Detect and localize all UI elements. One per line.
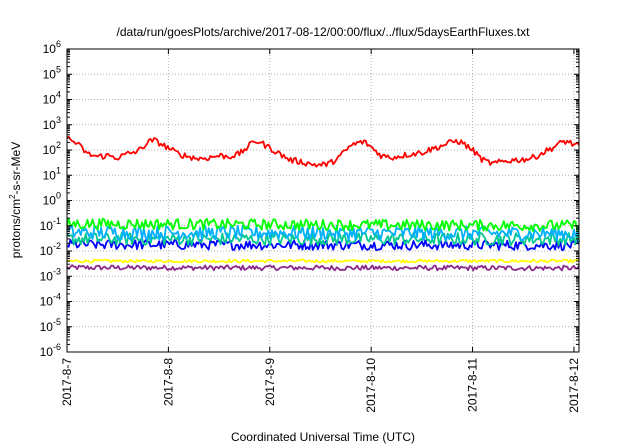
x-tick-label: 2017-8-12 (567, 358, 581, 413)
y-tick-base: 10 (40, 320, 54, 334)
y-tick-label: 10-6 (40, 342, 61, 359)
x-tick-label: 2017-8-7 (60, 358, 74, 406)
y-tick-label: 10-5 (40, 317, 61, 334)
y-tick-label: 10-3 (40, 266, 61, 283)
series-line (66, 238, 580, 252)
series-line (66, 217, 580, 233)
y-tick-exponent: 1 (56, 165, 61, 175)
y-tick-base: 10 (43, 93, 57, 107)
y-tick-base: 10 (40, 244, 54, 258)
y-axis-ticks: 10-610-510-410-310-210-11001011021031041… (40, 39, 579, 359)
y-tick-exponent: -5 (53, 317, 61, 327)
y-tick-label: 104 (43, 90, 61, 107)
y-tick-exponent: -3 (53, 266, 61, 276)
y-tick-label: 105 (43, 64, 61, 81)
data-series (66, 135, 580, 272)
y-tick-base: 10 (43, 42, 57, 56)
y-tick-base: 10 (40, 219, 54, 233)
x-tick-label: 2017-8-8 (161, 358, 175, 406)
y-tick-label: 10-4 (40, 292, 61, 309)
y-tick-base: 10 (40, 269, 54, 283)
y-tick-label: 101 (43, 165, 61, 182)
y-tick-exponent: -2 (53, 241, 61, 251)
y-tick-base: 10 (40, 295, 54, 309)
y-tick-label: 10-2 (40, 241, 61, 258)
y-tick-exponent: -1 (53, 216, 61, 226)
y-tick-base: 10 (43, 118, 57, 132)
y-tick-base: 10 (43, 67, 57, 81)
x-tick-label: 2017-8-10 (364, 358, 378, 413)
x-axis-label: Coordinated Universal Time (UTC) (231, 430, 415, 444)
y-tick-base: 10 (43, 194, 57, 208)
x-tick-label: 2017-8-11 (466, 358, 480, 412)
y-tick-exponent: -6 (53, 342, 61, 352)
y-axis-label: protons/cm2-s-sr-MeV (8, 142, 23, 258)
y-tick-exponent: 5 (56, 64, 61, 74)
x-axis-ticks: 2017-8-7 2017-8-8 2017-8-9 2017-8-10 2017-8-… (60, 49, 581, 413)
series-line (66, 232, 580, 247)
series-line (66, 264, 580, 272)
y-tick-exponent: 2 (56, 140, 61, 150)
y-tick-base: 10 (43, 168, 57, 182)
y-tick-exponent: 4 (56, 90, 61, 100)
x-tick-label: 2017-8-9 (263, 358, 277, 406)
chart-title: /data/run/goesPlots/archive/2017-08-12/0… (117, 25, 531, 39)
y-tick-exponent: -4 (53, 292, 61, 302)
y-tick-label: 103 (43, 115, 61, 132)
series-line (66, 135, 580, 168)
y-tick-base: 10 (40, 345, 54, 359)
y-tick-exponent: 0 (56, 191, 61, 201)
y-tick-label: 106 (43, 39, 61, 56)
series-line (66, 224, 580, 242)
y-tick-label: 102 (43, 140, 61, 157)
y-tick-label: 10-1 (40, 216, 61, 233)
y-tick-exponent: 3 (56, 115, 61, 125)
y-tick-exponent: 6 (56, 39, 61, 49)
series-line (66, 258, 580, 264)
grid-lines (67, 49, 579, 352)
y-tick-base: 10 (43, 143, 57, 157)
y-tick-label: 100 (43, 191, 61, 208)
